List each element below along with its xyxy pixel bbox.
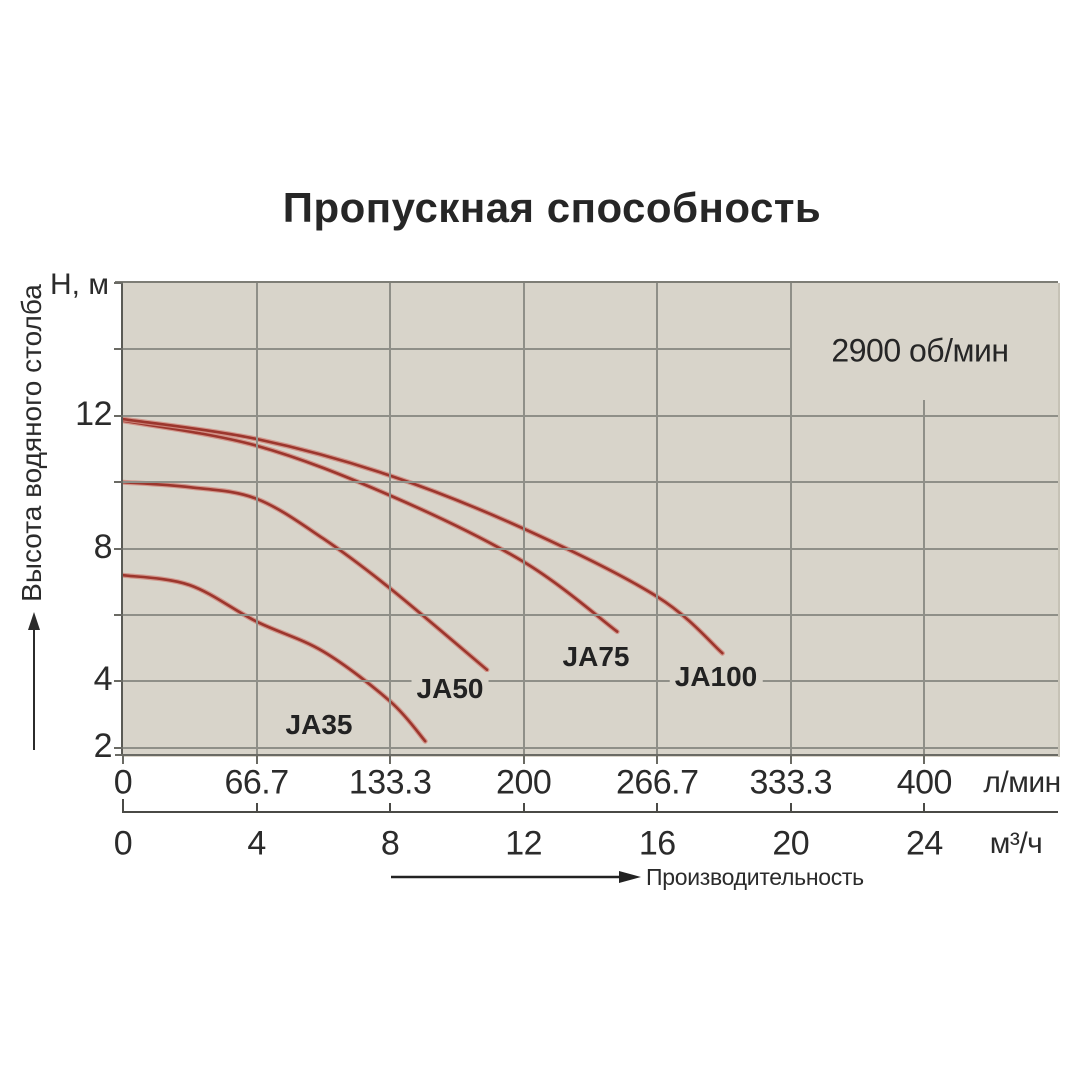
y-axis-unit-label: H, м <box>50 268 109 301</box>
x-label-m3h-0: 0 <box>113 824 133 863</box>
x-tick-bottom-8 <box>389 756 392 764</box>
curve-JA75 <box>123 419 619 633</box>
gridline-h-10 <box>123 481 1058 484</box>
x-label-m3h-1: 4 <box>247 824 266 863</box>
x-label-m3h-3: 12 <box>505 824 543 863</box>
x-label-lmin-1: 66.7 <box>224 763 289 802</box>
gridline-v-24 <box>923 400 926 757</box>
curve-JA50 <box>123 480 489 672</box>
x-label-lmin-4: 266.7 <box>615 763 699 802</box>
x2-tick-20 <box>789 803 792 811</box>
x-primary-unit: л/мин <box>983 766 1061 799</box>
gridline-v-8 <box>389 283 392 757</box>
x-label-m3h-2: 8 <box>380 824 400 863</box>
x-tick-bottom-20 <box>789 756 792 764</box>
y-tick-10 <box>114 481 123 484</box>
y-tick-8 <box>114 547 123 550</box>
x-axis-line-secondary <box>122 811 1058 813</box>
gridline-h-2 <box>123 746 1058 749</box>
plot-top-border <box>115 281 1058 283</box>
x-axis-arrow-icon <box>391 871 641 883</box>
curve-JA35-halo <box>123 572 428 744</box>
x-label-lmin-6: 400 <box>896 763 953 802</box>
y-tick-16 <box>114 282 123 284</box>
gridline-h-14 <box>123 348 790 351</box>
x-axis-line-primary <box>115 754 1058 756</box>
x2-tick-4 <box>255 803 258 811</box>
curve-JA35 <box>123 573 427 743</box>
y-tick-14 <box>114 348 123 351</box>
gridline-h-6 <box>123 614 1058 616</box>
y-tick-12 <box>114 414 123 417</box>
x-tick-bottom-4 <box>255 756 258 764</box>
x-label-lmin-3: 200 <box>496 763 552 802</box>
curve-label-JA100: JA100 <box>669 660 763 694</box>
x-label-m3h-5: 20 <box>772 824 810 863</box>
curve-JA75-halo <box>123 418 620 635</box>
gridline-v-4 <box>255 283 258 757</box>
y-tick-4 <box>114 680 123 683</box>
plot-area: 2900 об/мин JA35 JA50 JA75 JA100 <box>123 283 1060 757</box>
y-axis-arrow-icon <box>28 612 40 750</box>
curve-label-JA75: JA75 <box>557 640 635 674</box>
gridline-h-8 <box>123 547 1058 550</box>
chart-title: Пропускная способность <box>282 184 822 231</box>
x-axis-title: Производительность <box>646 864 864 890</box>
x2-tick-16 <box>656 803 659 811</box>
x-tick-bottom-0 <box>122 756 124 764</box>
y-tick-label-4: 4 <box>93 660 113 699</box>
y-tick-label-8: 8 <box>93 527 113 566</box>
x-label-m3h-6: 24 <box>905 824 943 863</box>
curve-label-JA50: JA50 <box>411 672 489 706</box>
gridline-v-16 <box>656 283 659 757</box>
gridline-h-12 <box>123 414 1058 417</box>
gridline-h-4 <box>123 680 1058 683</box>
x-label-m3h-4: 16 <box>638 824 676 863</box>
gridline-v-12 <box>522 283 525 757</box>
y-axis-line <box>121 283 123 756</box>
x2-tick-8 <box>389 803 392 811</box>
y-tick-label-2: 2 <box>93 726 113 765</box>
y-tick-label-12: 12 <box>75 394 112 433</box>
x-label-lmin-0: 0 <box>113 763 133 802</box>
curve-label-JA35: JA35 <box>280 708 358 742</box>
rpm-annotation: 2900 об/мин <box>823 330 1017 372</box>
x2-tick-0 <box>122 799 124 811</box>
y-tick-6 <box>114 614 123 616</box>
x-tick-bottom-24 <box>923 756 926 764</box>
x-tick-bottom-12 <box>522 756 525 764</box>
x-tick-bottom-16 <box>656 756 659 764</box>
x2-tick-12 <box>522 803 525 811</box>
gridline-v-20 <box>789 283 792 757</box>
x-secondary-unit: м³/ч <box>989 827 1043 860</box>
y-tick-2 <box>114 746 123 749</box>
x-label-lmin-5: 333.3 <box>749 763 833 802</box>
x-label-lmin-2: 133.3 <box>348 763 432 802</box>
x2-tick-24 <box>923 803 926 811</box>
